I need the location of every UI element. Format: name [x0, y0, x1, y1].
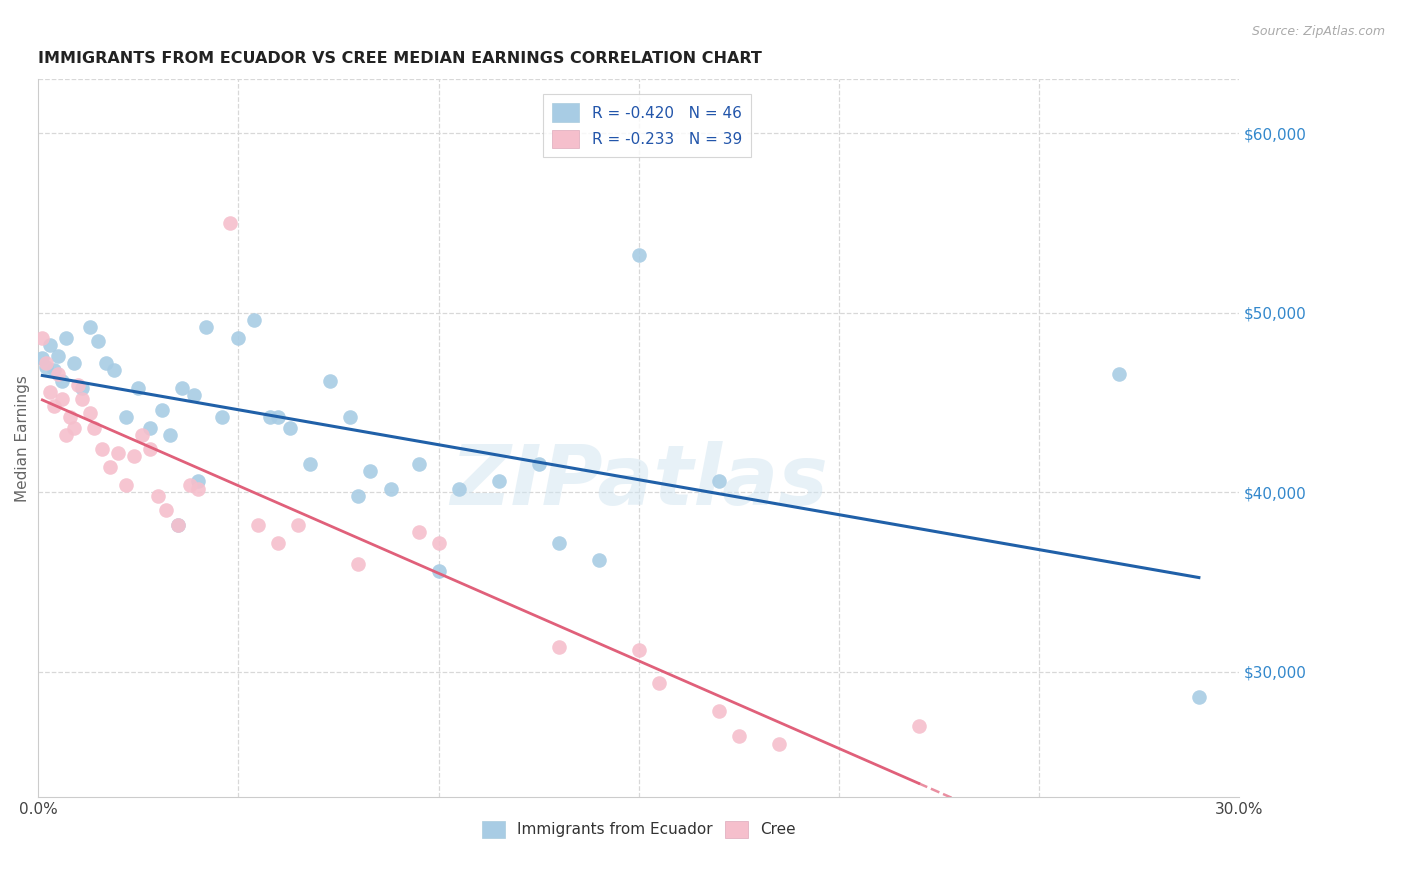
Point [59, 409, 82, 424]
Point [267, 535, 290, 549]
Point [187, 475, 209, 489]
Point [55, 427, 77, 442]
Point [46, 349, 69, 363]
Point [647, 675, 669, 690]
Point [124, 450, 146, 464]
Point [31, 331, 53, 345]
Point [211, 409, 233, 424]
Legend: Immigrants from Ecuador, Cree: Immigrants from Ecuador, Cree [475, 814, 801, 844]
Point [44, 399, 66, 413]
Point [115, 409, 138, 424]
Point [339, 409, 361, 424]
Point [63, 356, 86, 370]
Point [150, 402, 173, 417]
Point [148, 489, 170, 503]
Point [280, 420, 302, 434]
Point [707, 704, 730, 718]
Point [63, 420, 86, 434]
Point [44, 363, 66, 377]
Point [427, 564, 450, 578]
Point [287, 517, 309, 532]
Point [727, 730, 749, 744]
Point [51, 392, 73, 406]
Point [1108, 367, 1130, 381]
Point [159, 427, 181, 442]
Point [79, 406, 101, 420]
Point [72, 381, 94, 395]
Point [183, 388, 205, 402]
Point [627, 643, 650, 657]
Point [408, 524, 430, 539]
Point [35, 359, 58, 374]
Point [299, 457, 322, 471]
Point [243, 313, 266, 327]
Point [907, 718, 929, 732]
Point [259, 409, 281, 424]
Point [179, 478, 201, 492]
Point [139, 442, 162, 457]
Point [707, 475, 730, 489]
Point [447, 482, 470, 496]
Point [195, 320, 218, 334]
Text: ZIPatlas: ZIPatlas [450, 441, 828, 522]
Point [51, 374, 73, 388]
Y-axis label: Median Earnings: Median Earnings [15, 375, 30, 502]
Point [167, 517, 190, 532]
Point [187, 482, 209, 496]
Point [127, 381, 149, 395]
Point [347, 489, 370, 503]
Point [46, 367, 69, 381]
Point [247, 517, 270, 532]
Point [155, 503, 177, 517]
Point [267, 409, 290, 424]
Point [547, 535, 569, 549]
Text: IMMIGRANTS FROM ECUADOR VS CREE MEDIAN EARNINGS CORRELATION CHART: IMMIGRANTS FROM ECUADOR VS CREE MEDIAN E… [38, 51, 762, 66]
Point [72, 392, 94, 406]
Point [39, 384, 62, 399]
Point [228, 331, 250, 345]
Text: Source: ZipAtlas.com: Source: ZipAtlas.com [1251, 25, 1385, 38]
Point [67, 377, 90, 392]
Point [347, 557, 370, 571]
Point [1188, 690, 1211, 704]
Point [83, 420, 105, 434]
Point [55, 331, 77, 345]
Point [488, 475, 510, 489]
Point [547, 640, 569, 654]
Point [103, 363, 125, 377]
Point [172, 381, 194, 395]
Point [627, 248, 650, 262]
Point [380, 482, 402, 496]
Point [131, 427, 153, 442]
Point [139, 420, 162, 434]
Point [768, 737, 790, 751]
Point [39, 338, 62, 352]
Point [167, 517, 190, 532]
Point [35, 356, 58, 370]
Point [96, 356, 118, 370]
Point [219, 216, 242, 230]
Point [107, 446, 129, 460]
Point [79, 320, 101, 334]
Point [87, 334, 110, 349]
Point [427, 535, 450, 549]
Point [98, 460, 121, 475]
Point [408, 457, 430, 471]
Point [31, 351, 53, 365]
Point [527, 457, 550, 471]
Point [319, 374, 342, 388]
Point [115, 478, 138, 492]
Point [588, 553, 610, 567]
Point [360, 464, 382, 478]
Point [91, 442, 114, 457]
